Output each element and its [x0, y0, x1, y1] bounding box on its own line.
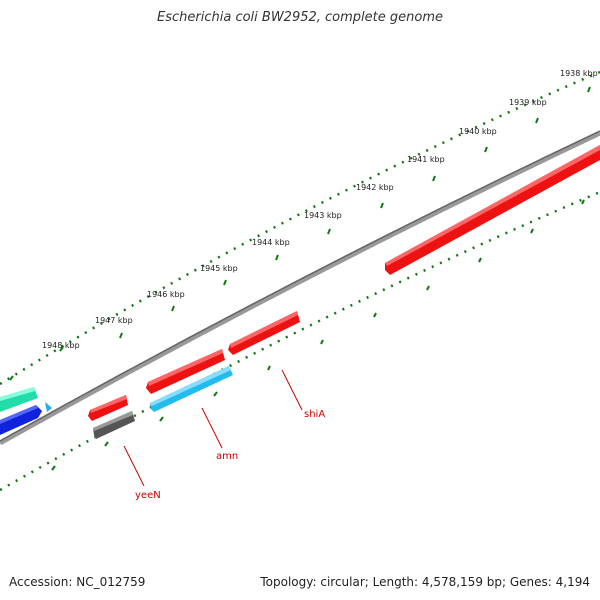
outer-major-ticks: [9, 86, 591, 381]
gene-amn-cyan[interactable]: [150, 366, 233, 412]
gene-shiA[interactable]: [228, 311, 300, 355]
gene-blue[interactable]: [0, 405, 42, 435]
inner-scale-track: [0, 190, 600, 492]
gene-amn-forward[interactable]: [146, 349, 225, 394]
gene-label-amn: amn: [216, 451, 238, 462]
gene-teal[interactable]: [0, 387, 38, 412]
outer-scale-track: [0, 70, 600, 386]
scale-label-1942: 1942 kbp: [356, 183, 394, 192]
scale-label-1948: 1948 kbp: [42, 341, 80, 350]
genome-summary: Topology: circular; Length: 4,578,159 bp…: [260, 575, 590, 589]
scale-label-1943: 1943 kbp: [304, 211, 342, 220]
scale-label-1941: 1941 kbp: [407, 155, 445, 164]
scale-label-1945: 1945 kbp: [200, 264, 238, 273]
scale-label-1946: 1946 kbp: [147, 290, 185, 299]
inner-major-ticks: [51, 199, 585, 471]
scale-label-1939: 1939 kbp: [509, 98, 547, 107]
scale-label-1940: 1940 kbp: [459, 127, 497, 136]
accession-label: Accession: NC_012759: [9, 575, 146, 589]
gene-yeeN-forward[interactable]: [88, 395, 128, 421]
scale-label-1944: 1944 kbp: [252, 238, 290, 247]
scale-label-1938: 1938 kbp: [560, 69, 598, 78]
small-cyan-marker[interactable]: [45, 402, 52, 412]
genome-backbone: [0, 130, 600, 446]
amn-leader: [201, 407, 223, 449]
shiA-leader: [281, 369, 303, 411]
map-title: Escherichia coli BW2952, complete genome: [157, 10, 443, 25]
gene-yeeN-gray[interactable]: [93, 411, 135, 439]
gene-label-yeeN: yeeN: [135, 490, 161, 501]
yeeN-leader: [123, 445, 145, 487]
gene-label-shiA: shiA: [304, 409, 325, 420]
scale-label-1947: 1947 kbp: [95, 316, 133, 325]
gene-large-red[interactable]: [385, 145, 600, 275]
